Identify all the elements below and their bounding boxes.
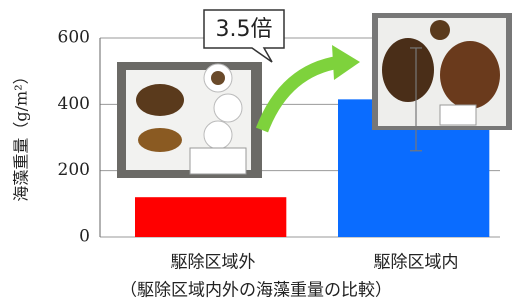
annotation: 3.5倍 bbox=[216, 17, 273, 42]
y-axis-label: 海藻重量（g/m²） bbox=[12, 68, 31, 201]
chart: （駆除区域内外の海藻重量の比較） 海藻重量（g/m²） 0 200 400 600 駆除… bbox=[0, 0, 522, 304]
x-tick-label: 駆除区域外 bbox=[171, 253, 256, 273]
y-tick-label: 0 bbox=[79, 227, 90, 247]
arrow-head bbox=[332, 45, 360, 80]
chart-title: （駆除区域内外の海藻重量の比較） bbox=[120, 281, 392, 301]
x-tick-label: 駆除区域内 bbox=[374, 253, 459, 273]
photo-outside bbox=[117, 62, 262, 178]
callout: 3.5倍 bbox=[204, 10, 284, 62]
photo-inside bbox=[372, 13, 512, 130]
y-tick-label: 400 bbox=[58, 94, 90, 114]
y-tick-label: 200 bbox=[58, 160, 90, 180]
bar bbox=[135, 197, 286, 237]
y-tick-label: 600 bbox=[58, 28, 90, 48]
arrow bbox=[262, 62, 340, 130]
